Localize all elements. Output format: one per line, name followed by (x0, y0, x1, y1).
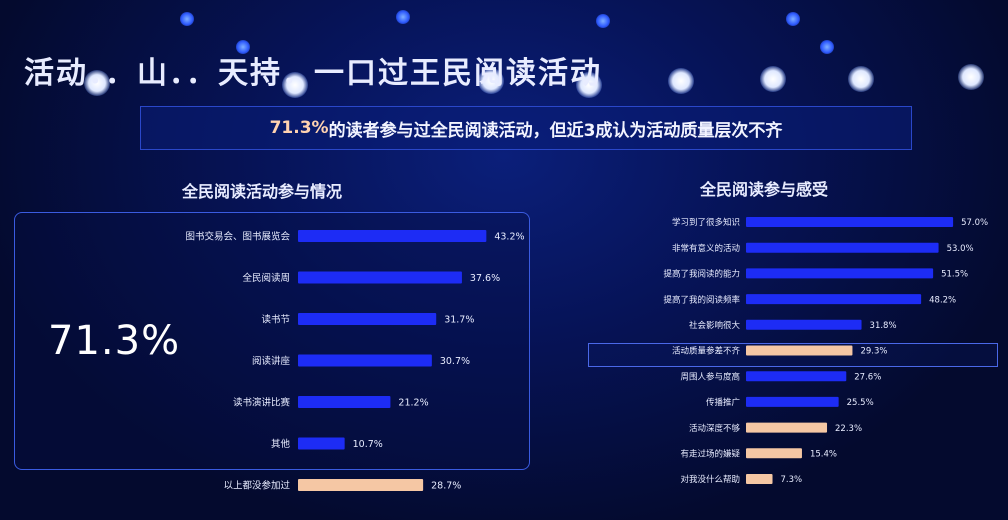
left-category-label-4: 读书演讲比赛 (233, 397, 291, 409)
stage-light-small-3 (596, 14, 610, 28)
left-value-label-6: 28.7% (431, 481, 461, 492)
left-value-label-2: 31.7% (444, 315, 474, 326)
left-value-label-1: 37.6% (470, 273, 500, 284)
stage-light-small-1 (180, 12, 194, 26)
right-value-label-9: 15.4% (810, 450, 837, 460)
stage-light-7 (848, 66, 874, 92)
right-category-label-8: 活动深度不够 (689, 423, 741, 434)
stage-light-small-4 (786, 12, 800, 26)
left-bar-3 (298, 354, 432, 367)
right-bar-2 (746, 268, 934, 279)
stage-light-small-2 (396, 10, 410, 24)
right-category-label-7: 传播推广 (706, 397, 740, 408)
left-value-label-5: 10.7% (353, 439, 383, 450)
right-value-label-4: 31.8% (870, 321, 897, 331)
right-bar-8 (746, 422, 828, 433)
right-bar-4 (746, 319, 862, 330)
stage-light-5 (668, 68, 694, 94)
stage-light-small-5 (236, 40, 250, 54)
left-bar-2 (298, 313, 437, 325)
stage-light-3 (478, 68, 504, 94)
right-bar-5 (746, 345, 853, 356)
right-bar-7 (746, 396, 839, 407)
right-value-label-2: 51.5% (941, 270, 968, 280)
right-value-label-3: 48.2% (929, 295, 956, 305)
left-category-label-2: 读书节 (261, 314, 290, 326)
slide-title: 活动．．山．．天持．一口过王民阅读活动 (24, 56, 602, 91)
right-bar-10 (746, 474, 773, 484)
left-bar-1 (298, 271, 462, 284)
left-bar-4 (298, 396, 391, 408)
right-bar-1 (746, 242, 939, 253)
right-chart-title: 全民阅读参与感受 (700, 180, 829, 199)
left-value-label-0: 43.2% (494, 232, 524, 243)
right-category-label-6: 周围人参与度高 (680, 371, 740, 382)
right-value-label-7: 25.5% (847, 398, 874, 408)
right-bar-3 (746, 294, 922, 305)
right-value-label-8: 22.3% (835, 424, 862, 434)
stage-light-4 (576, 72, 602, 98)
left-bar-5 (298, 437, 345, 450)
right-category-label-5: 活动质量参差不齐 (672, 346, 741, 357)
left-bar-6 (298, 479, 424, 491)
left-bar-0 (298, 230, 487, 242)
stage-light-6 (760, 66, 786, 92)
stage-light-8 (958, 64, 984, 90)
left-category-label-0: 图书交易会、图书展览会 (185, 231, 290, 243)
right-category-label-9: 有走过场的嫌疑 (680, 449, 740, 460)
right-category-label-3: 提高了我的阅读频率 (663, 294, 740, 305)
left-value-label-4: 21.2% (398, 398, 428, 409)
right-value-label-0: 57.0% (961, 218, 988, 228)
right-value-label-10: 7.3% (781, 475, 803, 485)
left-category-label-1: 全民阅读周 (242, 272, 290, 284)
right-category-label-10: 对我没什么帮助 (680, 474, 740, 485)
left-value-label-3: 30.7% (440, 356, 470, 367)
left-category-label-3: 阅读讲座 (252, 355, 291, 367)
right-category-label-2: 提高了我阅读的能力 (663, 269, 740, 280)
right-bar-6 (746, 371, 847, 382)
right-bar-9 (746, 448, 802, 459)
headline-banner: 71.3% 的读者参与过全民阅读活动，但近3成认为活动质量层次不齐 (140, 106, 912, 150)
stage-light-small-6 (820, 40, 834, 54)
right-value-label-6: 27.6% (854, 372, 881, 382)
right-category-label-1: 非常有意义的活动 (672, 243, 741, 254)
right-category-label-4: 社会影响很大 (689, 320, 741, 331)
left-category-label-5: 其他 (271, 438, 291, 450)
stage-light-1 (84, 70, 110, 96)
right-value-label-1: 53.0% (947, 244, 974, 254)
participation-big-percent: 71.3% (48, 318, 181, 364)
left-chart-panel (14, 212, 530, 470)
left-chart-title: 全民阅读活动参与情况 (182, 182, 343, 201)
stage-light-2 (282, 72, 308, 98)
left-category-label-6: 以上都没参加过 (223, 480, 290, 492)
right-value-label-5: 29.3% (860, 347, 887, 357)
right-category-label-0: 学习到了很多知识 (672, 217, 740, 228)
right-bar-0 (746, 217, 954, 227)
headline-highlight: 71.3% (269, 118, 329, 138)
headline-text: 的读者参与过全民阅读活动，但近3成认为活动质量层次不齐 (328, 120, 783, 141)
